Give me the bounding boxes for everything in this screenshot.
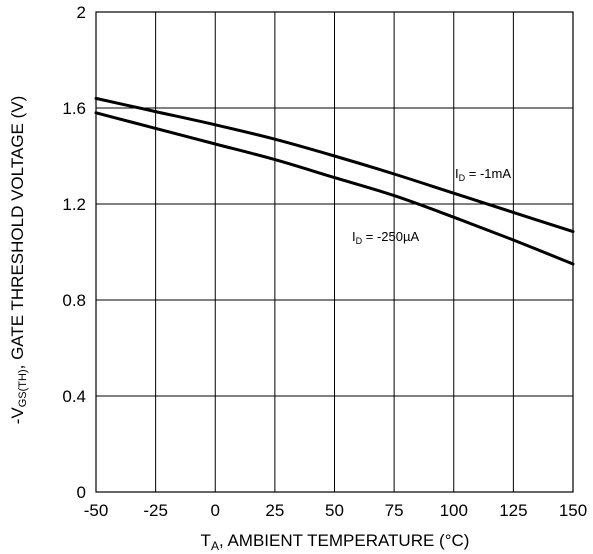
y-tick-label: 1.2 [62, 195, 86, 214]
x-tick-label: 50 [325, 501, 344, 520]
x-tick-label: 100 [440, 501, 468, 520]
x-tick-labels: -50 -25 0 25 50 75 100 125 150 [84, 501, 587, 520]
grid [95, 11, 574, 493]
x-tick-label: -50 [84, 501, 109, 520]
y-tick-label: 0.4 [62, 387, 86, 406]
y-axis-title: -VGS(TH), GATE THRESHOLD VOLTAGE (V) [8, 96, 29, 425]
x-axis-title: TA, AMBIENT TEMPERATURE (°C) [201, 531, 470, 553]
y-tick-label: 2 [77, 3, 86, 22]
x-tick-label: 25 [265, 501, 284, 520]
series-group [94, 96, 575, 266]
plot-frame [95, 11, 574, 493]
y-tick-label: 0 [77, 483, 86, 502]
y-tick-label: 1.6 [62, 99, 86, 118]
x-tick-label: 75 [385, 501, 404, 520]
x-tick-label: 150 [559, 501, 587, 520]
y-tick-labels: 0 0.4 0.8 1.2 1.6 2 [62, 3, 86, 502]
series-line-1 [94, 96, 575, 234]
x-tick-label: 125 [499, 501, 527, 520]
series-line-2 [94, 111, 575, 266]
y-tick-label: 0.8 [62, 291, 86, 310]
x-tick-label: -25 [143, 501, 168, 520]
x-tick-label: 0 [211, 501, 220, 520]
series-1-label: ID = -1mA [455, 166, 511, 183]
series-2-label: ID = -250µA [352, 229, 419, 246]
